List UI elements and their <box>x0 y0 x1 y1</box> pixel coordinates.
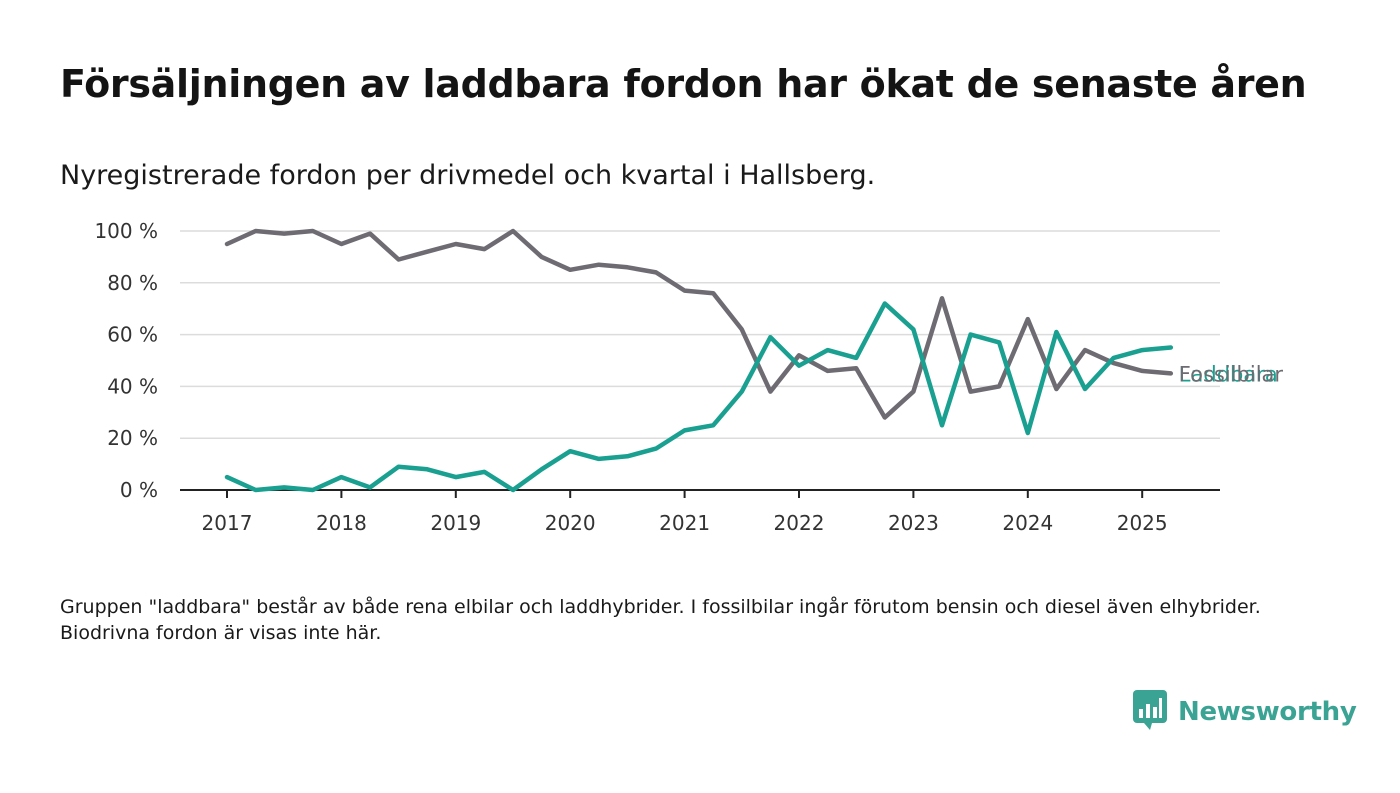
chart-subtitle: Nyregistrerade fordon per drivmedel och … <box>60 160 876 191</box>
series-lines <box>224 228 1174 493</box>
y-tick-label: 0 % <box>120 478 158 502</box>
y-tick-label: 60 % <box>107 323 158 347</box>
x-tick-label: 2020 <box>545 511 596 535</box>
chart-title: Försäljningen av laddbara fordon har öka… <box>60 62 1307 106</box>
x-tick-label: 2024 <box>1002 511 1053 535</box>
x-tick-label: 2023 <box>888 511 939 535</box>
x-axis-ticks: 2017 2018 2019 2020 2021 2022 2023 2024 2025 <box>202 490 1168 535</box>
series-line-laddbara <box>224 301 1174 493</box>
footnote: Gruppen "laddbara" består av både rena e… <box>60 596 1261 644</box>
y-tick-label: 100 % <box>94 219 158 243</box>
y-tick-label: 80 % <box>107 271 158 295</box>
x-tick-label: 2025 <box>1117 511 1168 535</box>
newsworthy-logo-icon <box>1132 689 1168 735</box>
series-label-fossilbilar: Fossilbilar <box>1179 362 1284 386</box>
y-axis-ticks: 0 % 20 % 40 % 60 % 80 % 100 % <box>94 219 158 502</box>
x-tick-label: 2021 <box>659 511 710 535</box>
x-tick-label: 2022 <box>774 511 825 535</box>
x-tick-label: 2018 <box>316 511 367 535</box>
line-chart: 0 % 20 % 40 % 60 % 80 % 100 % 2017 2018 2019 202… <box>94 219 1284 535</box>
brand-name: Newsworthy <box>1178 697 1357 727</box>
series-label-laddbara: Laddbara <box>1179 363 1278 387</box>
series-line-fossilbilar <box>224 228 1174 420</box>
grid-lines <box>180 230 1220 439</box>
x-tick-label: 2019 <box>430 511 481 535</box>
brand-logo[interactable]: Newsworthy <box>1132 689 1357 735</box>
y-tick-label: 20 % <box>107 426 158 450</box>
y-tick-label: 40 % <box>107 374 158 398</box>
x-tick-label: 2017 <box>202 511 253 535</box>
